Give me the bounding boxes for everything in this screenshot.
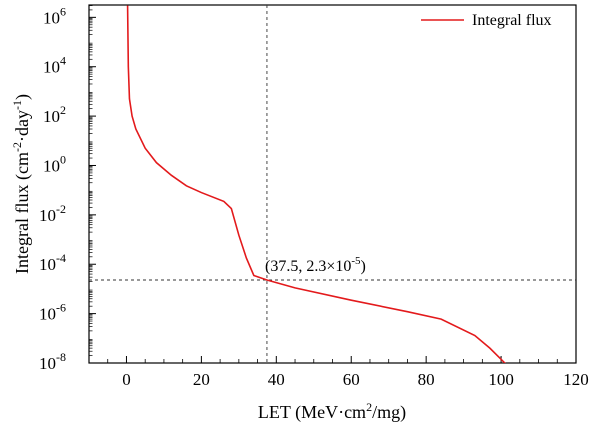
y-tick-label: 102	[43, 103, 66, 126]
y-axis-tick-labels: 10-8 10-6 10-4 10-2 100 102 104 106	[39, 4, 66, 373]
x-axis-tick-labels: 0 20 40 60 80 100 120	[122, 370, 589, 389]
y-tick-label: 10-4	[39, 251, 66, 274]
x-tick-label: 100	[488, 370, 514, 389]
y-tick-label: 100	[43, 152, 66, 175]
y-tick-label: 104	[43, 54, 66, 77]
reference-point-annotation: (37.5, 2.3×10-5)	[265, 255, 366, 275]
x-axis-ticks	[88, 356, 577, 363]
legend-label-integral-flux: Integral flux	[472, 12, 552, 29]
x-tick-label: 40	[268, 370, 285, 389]
x-tick-label: 0	[122, 370, 131, 389]
x-tick-label: 120	[563, 370, 589, 389]
series-line-integral-flux	[126, 5, 506, 363]
y-axis-title: Integral flux (cm-2·day-1)	[10, 94, 33, 274]
x-axis-title: LET (MeV·cm2/mg)	[258, 400, 406, 423]
y-tick-label: 10-6	[39, 301, 66, 324]
x-tick-label: 80	[418, 370, 435, 389]
y-tick-label: 10-2	[39, 202, 66, 225]
plot-frame	[88, 4, 577, 364]
x-tick-label: 60	[343, 370, 360, 389]
x-tick-label: 20	[193, 370, 210, 389]
y-axis-ticks	[89, 5, 96, 364]
y-tick-label: 106	[43, 4, 66, 27]
y-tick-label: 10-8	[39, 350, 66, 373]
legend: Integral flux	[421, 12, 552, 29]
